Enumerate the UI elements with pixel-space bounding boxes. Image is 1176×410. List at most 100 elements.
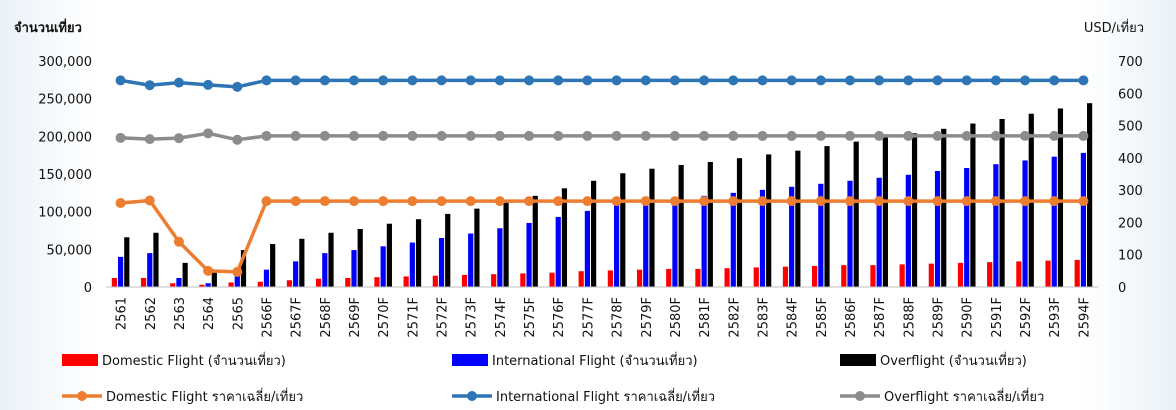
bar-domestic: [228, 282, 234, 287]
x-tick-label: 2572F: [436, 297, 451, 338]
legend-label: Overflight (จำนวนเที่ยว): [880, 352, 1027, 369]
bar-international: [293, 261, 299, 287]
point-international-price: [290, 75, 301, 86]
point-international-price: [903, 75, 914, 86]
legend-swatch: [62, 354, 98, 366]
bar-overflight: [736, 158, 743, 287]
bar-overflight: [532, 195, 538, 287]
point-international-price: [203, 79, 214, 90]
point-international-price: [699, 75, 710, 86]
point-international-price: [640, 75, 651, 86]
bar-domestic: [1074, 259, 1080, 287]
y-tick-right-label: 500: [1118, 120, 1143, 135]
bar-international: [526, 222, 532, 287]
point-domestic-price: [232, 266, 243, 277]
x-tick-label: 2562: [144, 297, 159, 330]
bar-overflight: [328, 232, 334, 287]
point-overflight-price: [232, 134, 243, 145]
y-tick-right-label: 0: [1118, 281, 1126, 296]
bar-international: [613, 204, 620, 287]
bar-overflight: [153, 232, 159, 287]
bar-overflight: [124, 237, 130, 287]
bar-domestic: [199, 284, 205, 287]
point-domestic-price: [494, 196, 505, 207]
point-overflight-price: [436, 130, 447, 141]
point-domestic-price: [203, 265, 214, 276]
bar-international: [497, 228, 503, 287]
bar-international: [964, 167, 970, 287]
legend-marker: [855, 391, 865, 401]
x-tick-label: 2591F: [990, 297, 1005, 338]
legend-marker: [467, 391, 477, 401]
point-domestic-price: [378, 196, 389, 207]
point-international-price: [1049, 75, 1060, 86]
bar-international: [701, 195, 707, 287]
bar-domestic: [870, 265, 876, 287]
bar-overflight: [211, 269, 217, 287]
point-overflight-price: [757, 130, 768, 141]
legend-label: International Flight (จำนวนเที่ยว): [492, 352, 698, 369]
bar-domestic: [1045, 260, 1051, 287]
x-tick-label: 2583F: [756, 297, 771, 338]
point-overflight-price: [932, 130, 943, 141]
bar-domestic: [520, 273, 526, 287]
bar-domestic: [403, 276, 409, 287]
point-domestic-price: [524, 196, 535, 207]
bar-international: [643, 201, 649, 287]
point-overflight-price: [465, 130, 476, 141]
bar-overflight: [182, 262, 188, 287]
point-domestic-price: [611, 196, 622, 207]
bar-domestic: [1016, 261, 1022, 287]
point-domestic-price: [757, 196, 768, 207]
y-tick-left-label: 50,000: [47, 243, 93, 258]
point-international-price: [436, 75, 447, 86]
bar-overflight: [999, 119, 1005, 287]
point-overflight-price: [290, 130, 301, 141]
point-overflight-price: [845, 130, 855, 141]
point-domestic-price: [553, 196, 564, 207]
point-domestic-price: [961, 196, 972, 207]
bar-domestic: [782, 266, 789, 287]
point-domestic-price: [990, 196, 1001, 207]
point-overflight-price: [144, 134, 155, 145]
x-tick-label: 2592F: [1019, 297, 1034, 338]
x-tick-label: 2585F: [815, 297, 830, 338]
bar-overflight: [766, 154, 772, 287]
bar-overflight: [1087, 103, 1093, 287]
bar-overflight: [620, 173, 626, 287]
x-tick-label: 2561: [115, 297, 130, 330]
point-international-price: [553, 75, 564, 86]
point-international-price: [232, 81, 243, 92]
point-domestic-price: [699, 196, 710, 207]
point-domestic-price: [582, 196, 593, 207]
line-international-price: [120, 78, 1084, 89]
bar-domestic: [461, 274, 468, 287]
bar-domestic: [753, 267, 759, 287]
bar-international: [263, 269, 270, 287]
bar-domestic: [957, 262, 964, 287]
point-domestic-price: [319, 196, 330, 207]
point-overflight-price: [319, 130, 330, 141]
bar-domestic: [812, 265, 818, 287]
x-tick-label: 2584F: [786, 297, 801, 338]
point-overflight-price: [378, 130, 389, 141]
y-tick-right-label: 100: [1118, 249, 1143, 264]
bar-overflight: [503, 202, 509, 287]
x-tick-label: 2569F: [348, 297, 363, 338]
point-domestic-price: [728, 196, 739, 207]
bar-international: [934, 170, 941, 287]
y-tick-left-label: 0: [84, 281, 92, 296]
point-overflight-price: [407, 130, 418, 141]
point-domestic-price: [786, 196, 797, 207]
x-tick-label: 2586F: [844, 297, 859, 338]
bar-overflight: [882, 137, 888, 287]
bar-overflight: [970, 123, 976, 287]
x-tick-label: 2594F: [1077, 297, 1092, 338]
bar-domestic: [899, 264, 905, 287]
point-domestic-price: [903, 196, 914, 207]
bar-overflight: [1057, 108, 1064, 288]
bar-international: [380, 246, 386, 287]
legend-swatch: [452, 354, 488, 366]
point-international-price: [728, 75, 739, 86]
point-overflight-price: [815, 130, 826, 141]
